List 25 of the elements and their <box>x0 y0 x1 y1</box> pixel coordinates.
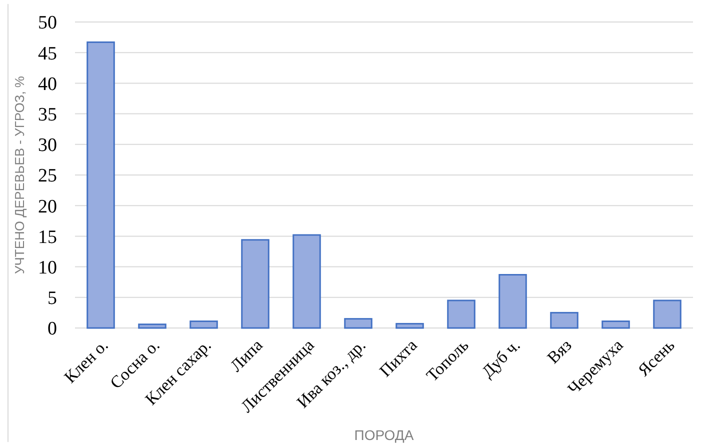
bar <box>86 41 115 329</box>
bar <box>498 274 527 329</box>
y-tick-label: 25 <box>38 166 57 187</box>
y-tick-label: 20 <box>38 196 57 218</box>
bar <box>602 320 630 329</box>
y-tick-label: 40 <box>38 74 57 95</box>
y-tick-label: 30 <box>38 135 57 156</box>
bar <box>190 320 218 329</box>
y-tick-label: 35 <box>38 104 57 126</box>
y-tick-label: 5 <box>48 288 57 310</box>
bar <box>344 318 372 329</box>
y-tick-label: 15 <box>38 226 57 248</box>
bar <box>653 300 682 329</box>
y-tick-label: 10 <box>38 257 57 278</box>
bar <box>447 300 476 329</box>
x-axis-title: ПОРОДА <box>354 427 414 443</box>
bar <box>138 324 166 329</box>
y-axis-title: УЧТЕНО ДЕРЕВЬЕВ - УГРОЗ, % <box>12 76 27 274</box>
bar <box>550 312 578 329</box>
y-tick-label: 0 <box>48 318 57 340</box>
y-tick-label: 45 <box>38 43 57 64</box>
bar <box>241 239 270 329</box>
bar <box>292 234 321 329</box>
bar <box>396 322 424 329</box>
y-tick-label: 50 <box>38 12 57 34</box>
